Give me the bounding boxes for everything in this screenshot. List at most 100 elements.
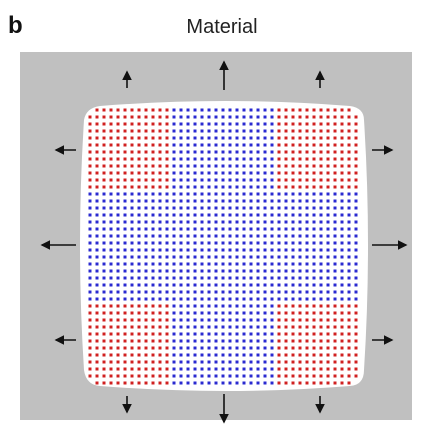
red-dot — [130, 143, 134, 147]
blue-dot — [235, 290, 239, 294]
blue-dot — [137, 213, 141, 217]
red-dot — [102, 346, 106, 350]
blue-dot — [179, 157, 183, 161]
blue-dot — [179, 269, 183, 273]
red-dot — [319, 311, 323, 315]
red-dot — [284, 129, 288, 133]
blue-dot — [137, 192, 141, 196]
blue-dot — [200, 213, 204, 217]
blue-dot — [158, 283, 162, 287]
blue-dot — [291, 199, 295, 203]
blue-dot — [200, 234, 204, 238]
red-dot — [116, 381, 120, 385]
blue-dot — [242, 178, 246, 182]
red-dot — [137, 164, 141, 168]
blue-dot — [263, 325, 267, 329]
blue-dot — [172, 360, 176, 364]
blue-dot — [137, 290, 141, 294]
blue-dot — [102, 213, 106, 217]
red-dot — [284, 367, 288, 371]
blue-dot — [186, 171, 190, 175]
blue-dot — [179, 213, 183, 217]
blue-dot — [123, 241, 127, 245]
blue-dot — [235, 262, 239, 266]
red-dot — [158, 157, 162, 161]
panel-label: b — [8, 12, 23, 39]
red-dot — [95, 304, 99, 308]
blue-dot — [242, 171, 246, 175]
red-dot — [95, 129, 99, 133]
red-dot — [144, 318, 148, 322]
blue-dot — [172, 157, 176, 161]
red-dot — [102, 353, 106, 357]
blue-dot — [109, 241, 113, 245]
red-dot — [305, 332, 309, 336]
blue-dot — [284, 276, 288, 280]
red-dot — [347, 318, 351, 322]
red-dot — [123, 143, 127, 147]
blue-dot — [186, 248, 190, 252]
red-dot — [347, 178, 351, 182]
red-dot — [319, 339, 323, 343]
red-dot — [354, 374, 358, 378]
lattice — [88, 108, 358, 385]
blue-dot — [326, 262, 330, 266]
blue-dot — [242, 304, 246, 308]
blue-dot — [88, 192, 92, 196]
blue-dot — [207, 115, 211, 119]
blue-dot — [102, 269, 106, 273]
blue-dot — [256, 332, 260, 336]
red-dot — [333, 381, 337, 385]
red-dot — [165, 304, 169, 308]
blue-dot — [256, 248, 260, 252]
red-dot — [165, 178, 169, 182]
red-dot — [88, 360, 92, 364]
blue-dot — [102, 255, 106, 259]
blue-dot — [179, 241, 183, 245]
blue-dot — [312, 192, 316, 196]
blue-dot — [200, 227, 204, 231]
red-dot — [102, 171, 106, 175]
red-dot — [130, 318, 134, 322]
blue-dot — [179, 290, 183, 294]
blue-dot — [179, 136, 183, 140]
red-dot — [158, 108, 162, 112]
blue-dot — [179, 318, 183, 322]
red-dot — [144, 185, 148, 189]
red-dot — [319, 122, 323, 126]
blue-dot — [242, 122, 246, 126]
blue-dot — [172, 129, 176, 133]
blue-dot — [179, 346, 183, 350]
blue-dot — [137, 262, 141, 266]
blue-dot — [137, 276, 141, 280]
red-dot — [158, 150, 162, 154]
red-dot — [333, 304, 337, 308]
blue-dot — [95, 290, 99, 294]
blue-dot — [151, 255, 155, 259]
blue-dot — [207, 171, 211, 175]
blue-dot — [235, 276, 239, 280]
blue-dot — [207, 178, 211, 182]
blue-dot — [221, 143, 225, 147]
blue-dot — [221, 192, 225, 196]
red-dot — [116, 367, 120, 371]
blue-dot — [158, 213, 162, 217]
blue-dot — [207, 353, 211, 357]
red-dot — [305, 367, 309, 371]
blue-dot — [347, 213, 351, 217]
blue-dot — [88, 220, 92, 224]
blue-dot — [214, 178, 218, 182]
blue-dot — [256, 199, 260, 203]
blue-dot — [186, 227, 190, 231]
blue-dot — [221, 136, 225, 140]
blue-dot — [228, 115, 232, 119]
red-dot — [291, 115, 295, 119]
blue-dot — [256, 136, 260, 140]
red-dot — [109, 381, 113, 385]
blue-dot — [193, 374, 197, 378]
blue-dot — [193, 353, 197, 357]
blue-dot — [207, 185, 211, 189]
red-dot — [347, 157, 351, 161]
blue-dot — [340, 255, 344, 259]
blue-dot — [88, 234, 92, 238]
